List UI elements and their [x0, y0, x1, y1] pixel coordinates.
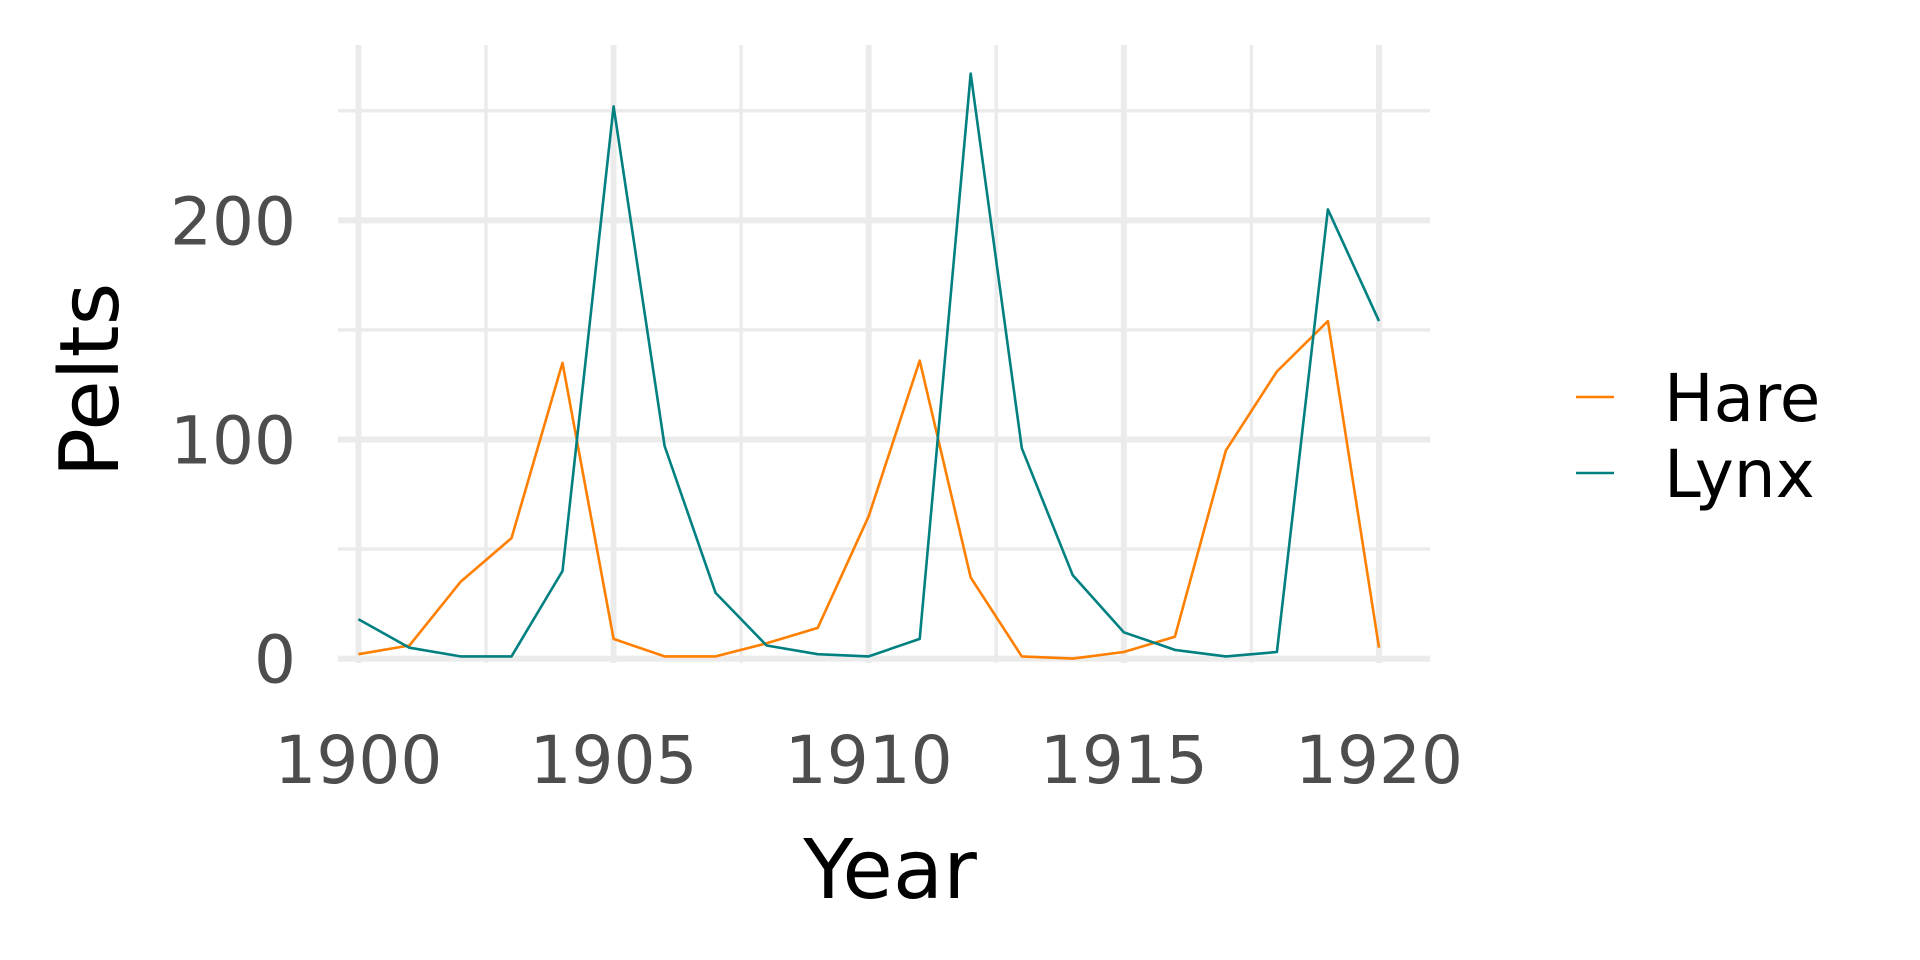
x-axis-ticks: 1900 1905 1910 1915 1920	[274, 722, 1463, 799]
y-axis-title: Pelts	[43, 283, 138, 478]
series-line-hare	[358, 319, 1381, 660]
x-tick-label: 1910	[785, 722, 953, 799]
y-tick-label: 200	[170, 183, 296, 260]
legend-label-lynx: Lynx	[1664, 436, 1815, 513]
y-tick-label: 0	[254, 622, 296, 699]
x-tick-label: 1905	[530, 722, 698, 799]
x-axis-title: Year	[802, 823, 977, 918]
x-tick-label: 1915	[1040, 722, 1208, 799]
plot-lines	[357, 72, 1381, 660]
x-tick-label: 1920	[1295, 722, 1463, 799]
legend-label-hare: Hare	[1664, 360, 1820, 437]
y-tick-label: 100	[170, 402, 296, 479]
series-line-lynx	[357, 72, 1381, 658]
grid	[338, 45, 1430, 663]
y-axis-ticks: 0 100 200	[170, 183, 296, 698]
x-tick-label: 1900	[274, 722, 442, 799]
